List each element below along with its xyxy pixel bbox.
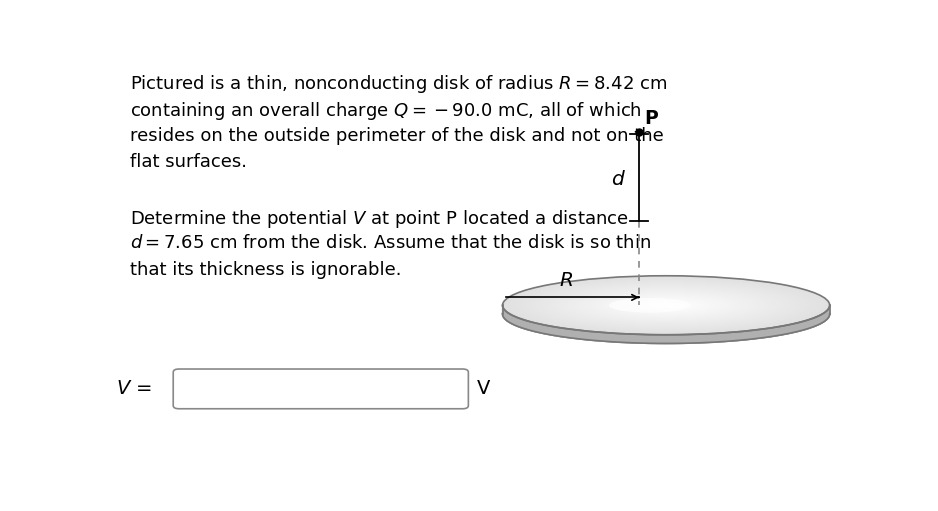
Ellipse shape	[619, 297, 713, 314]
Ellipse shape	[543, 283, 789, 328]
Polygon shape	[503, 305, 829, 343]
Ellipse shape	[664, 305, 668, 306]
Ellipse shape	[574, 289, 758, 322]
Ellipse shape	[507, 276, 825, 334]
Ellipse shape	[656, 304, 676, 307]
Ellipse shape	[640, 300, 692, 310]
Ellipse shape	[503, 285, 829, 343]
Ellipse shape	[615, 296, 718, 314]
Ellipse shape	[546, 284, 787, 327]
Ellipse shape	[628, 298, 705, 312]
Ellipse shape	[537, 282, 794, 329]
Ellipse shape	[593, 292, 740, 318]
Ellipse shape	[635, 300, 697, 311]
Ellipse shape	[598, 293, 734, 317]
Ellipse shape	[600, 293, 732, 317]
Ellipse shape	[633, 299, 699, 311]
Text: containing an overall charge $Q = -90.0$ mC, all of which: containing an overall charge $Q = -90.0$…	[130, 100, 643, 122]
Ellipse shape	[582, 290, 749, 320]
Ellipse shape	[617, 296, 715, 314]
Ellipse shape	[595, 292, 737, 318]
Ellipse shape	[654, 303, 678, 308]
Text: $R$: $R$	[559, 270, 573, 290]
Ellipse shape	[515, 278, 817, 333]
Ellipse shape	[503, 276, 829, 335]
Ellipse shape	[527, 280, 805, 330]
FancyBboxPatch shape	[174, 369, 468, 409]
Text: $d = 7.65$ cm from the disk. Assume that the disk is so thin: $d = 7.65$ cm from the disk. Assume that…	[130, 235, 652, 252]
Ellipse shape	[584, 291, 748, 320]
Ellipse shape	[658, 304, 674, 307]
Ellipse shape	[642, 301, 690, 310]
Ellipse shape	[660, 304, 673, 307]
Ellipse shape	[631, 299, 701, 312]
Ellipse shape	[570, 288, 763, 322]
Ellipse shape	[555, 285, 777, 325]
Text: $d$: $d$	[612, 170, 627, 189]
Ellipse shape	[536, 282, 797, 329]
Ellipse shape	[590, 292, 742, 319]
Ellipse shape	[572, 288, 760, 322]
Text: that its thickness is ignorable.: that its thickness is ignorable.	[130, 261, 401, 279]
Ellipse shape	[629, 298, 703, 312]
Text: Pictured is a thin, nonconducting disk of radius $R = 8.42$ cm: Pictured is a thin, nonconducting disk o…	[130, 73, 668, 95]
Ellipse shape	[607, 294, 725, 316]
Ellipse shape	[611, 295, 721, 315]
Ellipse shape	[533, 281, 799, 329]
Ellipse shape	[519, 278, 813, 332]
Ellipse shape	[578, 289, 754, 321]
Ellipse shape	[576, 289, 756, 321]
Ellipse shape	[648, 302, 685, 309]
Ellipse shape	[621, 297, 711, 313]
Ellipse shape	[513, 277, 820, 333]
Ellipse shape	[652, 303, 680, 308]
Ellipse shape	[560, 286, 772, 324]
Text: V: V	[477, 379, 491, 399]
Text: Determine the potential $V$ at point P located a distance: Determine the potential $V$ at point P l…	[130, 207, 629, 229]
Ellipse shape	[508, 277, 824, 334]
Text: $\mathbf{P}$: $\mathbf{P}$	[644, 109, 659, 128]
Ellipse shape	[586, 291, 746, 320]
Ellipse shape	[650, 303, 683, 308]
Ellipse shape	[609, 298, 690, 313]
Ellipse shape	[517, 278, 815, 332]
Ellipse shape	[662, 305, 670, 306]
Ellipse shape	[564, 287, 768, 323]
Ellipse shape	[605, 294, 728, 316]
Ellipse shape	[552, 285, 780, 326]
Ellipse shape	[510, 277, 822, 333]
Ellipse shape	[609, 295, 723, 316]
Ellipse shape	[588, 291, 744, 319]
Ellipse shape	[613, 296, 719, 315]
Text: flat surfaces.: flat surfaces.	[130, 153, 248, 171]
Ellipse shape	[581, 290, 752, 321]
Ellipse shape	[541, 283, 791, 328]
Text: $V$ =: $V$ =	[116, 379, 152, 399]
Ellipse shape	[638, 300, 695, 311]
Ellipse shape	[525, 280, 808, 331]
Ellipse shape	[550, 284, 782, 327]
Ellipse shape	[539, 283, 793, 328]
Ellipse shape	[553, 285, 779, 326]
Ellipse shape	[521, 279, 811, 332]
Ellipse shape	[505, 276, 827, 334]
Ellipse shape	[523, 280, 809, 331]
Ellipse shape	[626, 298, 707, 313]
Ellipse shape	[558, 286, 775, 325]
Text: resides on the outside perimeter of the disk and not on the: resides on the outside perimeter of the …	[130, 127, 664, 145]
Ellipse shape	[529, 281, 803, 330]
Ellipse shape	[603, 294, 730, 317]
Ellipse shape	[531, 281, 801, 330]
Ellipse shape	[623, 297, 709, 313]
Ellipse shape	[566, 287, 766, 323]
Ellipse shape	[548, 284, 785, 327]
Ellipse shape	[562, 287, 770, 324]
Ellipse shape	[645, 301, 687, 309]
Ellipse shape	[643, 301, 688, 309]
Ellipse shape	[597, 293, 735, 318]
Ellipse shape	[567, 288, 764, 323]
